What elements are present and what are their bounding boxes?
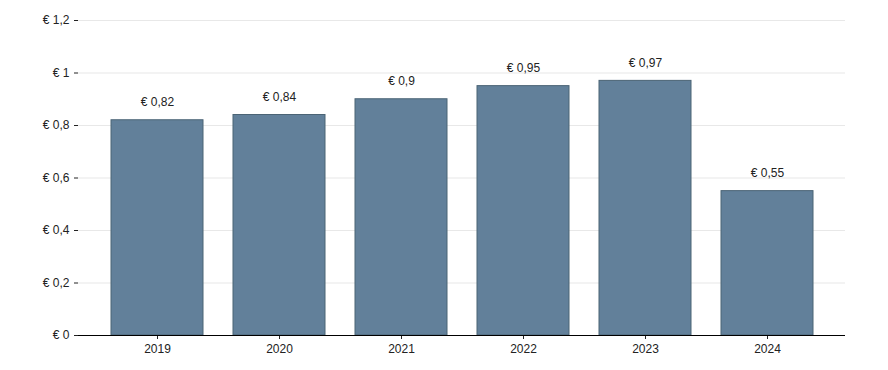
svg-text:2020: 2020 <box>266 342 293 356</box>
svg-text:€ 1,2: € 1,2 <box>43 13 70 27</box>
svg-text:2024: 2024 <box>754 342 781 356</box>
svg-text:2021: 2021 <box>388 342 415 356</box>
svg-text:€ 0,2: € 0,2 <box>43 276 70 290</box>
svg-text:€ 0,82: € 0,82 <box>141 95 175 109</box>
svg-text:€ 1: € 1 <box>53 66 70 80</box>
svg-text:€ 0,4: € 0,4 <box>43 223 70 237</box>
svg-text:€ 0,6: € 0,6 <box>43 171 70 185</box>
svg-text:€ 0,55: € 0,55 <box>751 166 785 180</box>
svg-text:€ 0,97: € 0,97 <box>629 56 663 70</box>
svg-text:2023: 2023 <box>632 342 659 356</box>
svg-text:€ 0,84: € 0,84 <box>263 90 297 104</box>
html-text:(c) Trivano.com: (c) Trivano.com <box>802 2 878 14</box>
svg-text:2019: 2019 <box>144 342 171 356</box>
svg-text:2022: 2022 <box>510 342 537 356</box>
svg-text:€ 0: € 0 <box>53 328 70 342</box>
svg-text:€ 0,9: € 0,9 <box>388 74 415 88</box>
svg-text:€ 0,95: € 0,95 <box>507 61 541 75</box>
svg-text:€ 0,8: € 0,8 <box>43 118 70 132</box>
